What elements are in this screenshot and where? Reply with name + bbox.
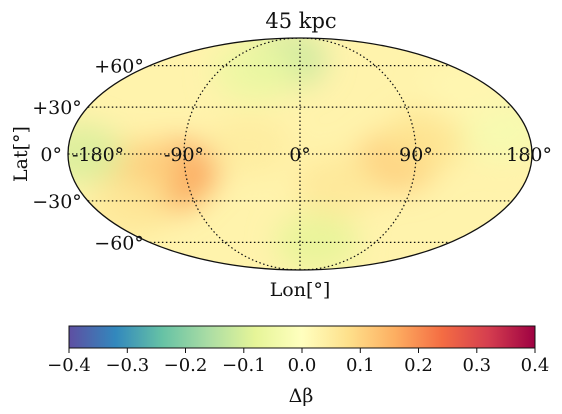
lon-tick-label: 0° xyxy=(289,144,311,166)
lon-tick-label: 90° xyxy=(399,144,433,166)
value-blob xyxy=(274,212,359,270)
y-axis-label: Lat[°] xyxy=(10,126,32,182)
lon-tick-label: 180° xyxy=(506,144,552,166)
lat-tick-label: 0° xyxy=(40,144,62,166)
graticule xyxy=(68,38,532,270)
lat-tick-labels: +60° +30° 0° −30° −60° xyxy=(32,56,144,255)
colorbar-gradient xyxy=(68,325,536,349)
colorbar-tick-label: 0.3 xyxy=(462,355,491,376)
x-axis-label: Lon[°] xyxy=(270,279,331,301)
colorbar-tick-label: −0.4 xyxy=(47,355,91,376)
colorbar-ticks: −0.4 −0.3 −0.2 −0.1 0.0 0.1 0.2 0.3 0.4 xyxy=(47,348,549,376)
colorbar-tick-label: 0.2 xyxy=(404,355,433,376)
lat-tick-label: −60° xyxy=(94,232,144,254)
colorbar-label: Δβ xyxy=(289,385,314,407)
value-blob xyxy=(385,108,470,169)
value-blob xyxy=(87,178,172,239)
colorbar-tick-label: −0.2 xyxy=(164,355,208,376)
lat-tick-label: +30° xyxy=(32,97,82,119)
map-outline xyxy=(67,37,533,271)
colorbar-tick-label: −0.3 xyxy=(105,355,149,376)
lon-tick-labels: -180° -90° 0° 90° 180° xyxy=(72,144,552,166)
lat-tick-label: +60° xyxy=(94,56,144,78)
lat-tick-label: −30° xyxy=(32,191,82,213)
chart-title: 45 kpc xyxy=(265,9,336,33)
colorbar: −0.4 −0.3 −0.2 −0.1 0.0 0.1 0.2 0.3 0.4 Δβ xyxy=(47,325,549,407)
colorbar-tick-label: −0.1 xyxy=(222,355,266,376)
colorbar-tick-label: 0.1 xyxy=(346,355,375,376)
colorbar-tick-label: 0.0 xyxy=(288,355,317,376)
value-blob xyxy=(206,116,291,177)
colorbar-tick-label: 0.4 xyxy=(521,355,550,376)
lon-tick-label: -90° xyxy=(164,144,204,166)
value-blob xyxy=(212,41,297,102)
lon-tick-label: -180° xyxy=(72,144,124,166)
